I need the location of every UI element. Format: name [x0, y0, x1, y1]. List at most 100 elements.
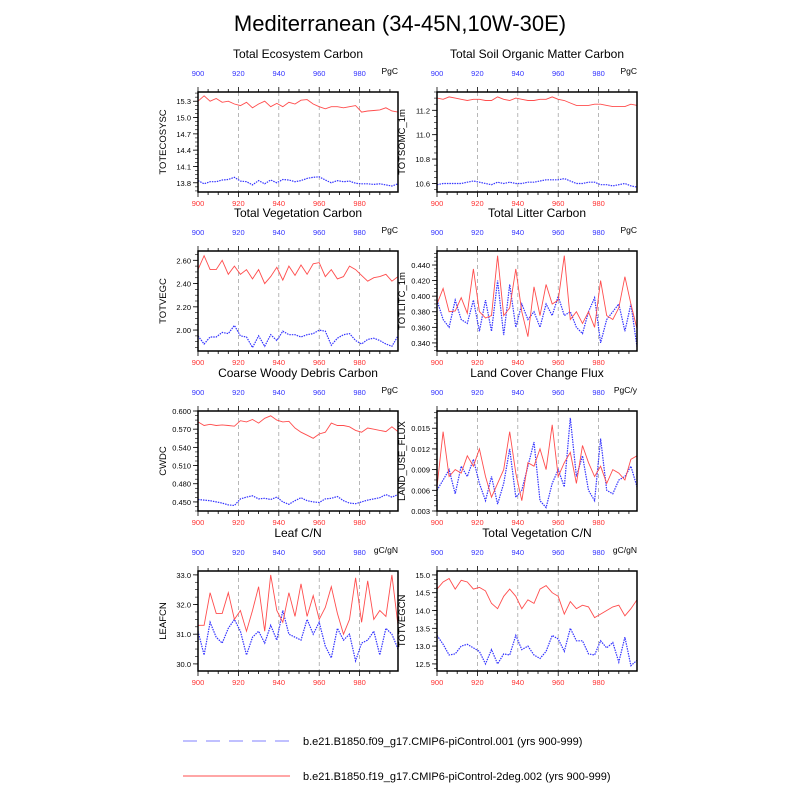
- panel-7: Leaf C/N gC/gN LEAFCN 900 900 920 920 940 940 960…: [158, 526, 399, 687]
- y-axis-label: CWDC: [158, 446, 169, 476]
- y-tick-label: 14.4: [176, 146, 191, 155]
- plot-frame: [436, 91, 638, 193]
- x-tick-label-bottom: 960: [313, 358, 326, 367]
- series-line-control-2deg-002: [198, 254, 398, 285]
- x-tick-label-top: 900: [192, 228, 205, 237]
- x-tick-label-bottom: 940: [512, 678, 525, 687]
- x-tick-label-top: 980: [592, 388, 605, 397]
- x-tick-label-top: 920: [471, 548, 484, 557]
- x-tick-label-bottom: 940: [273, 199, 286, 208]
- y-axis-label: TOTLITC_1m: [397, 272, 408, 330]
- x-tick-label-bottom: 900: [192, 678, 205, 687]
- series-line-control-001: [198, 610, 398, 664]
- panel-6: Land Cover Change Flux PgC/y LAND_USE_FLUX…: [397, 366, 638, 527]
- y-tick-label: 0.380: [411, 308, 430, 317]
- y-tick-label: 0.440: [411, 261, 430, 270]
- x-tick-label-top: 920: [232, 388, 245, 397]
- y-axis-label: TOTVEGC: [158, 278, 169, 324]
- x-tick-label-top: 980: [353, 388, 366, 397]
- x-tick-label-bottom: 920: [471, 199, 484, 208]
- y-tick-label: 14.0: [415, 607, 430, 616]
- x-tick-label-bottom: 900: [192, 199, 205, 208]
- x-tick-label-bottom: 960: [313, 678, 326, 687]
- x-tick-label-bottom: 900: [431, 678, 444, 687]
- y-tick-label: 11.0: [416, 131, 430, 140]
- series-line-control-2deg-002: [437, 96, 637, 108]
- series-line-control-001: [198, 176, 398, 187]
- y-tick-label: 10.6: [415, 179, 430, 188]
- legend-label-0: b.e21.B1850.f09_g17.CMIP6-piControl.001 …: [303, 736, 582, 748]
- y-tick-label: 0.570: [172, 425, 191, 434]
- panel-title: Total Ecosystem Carbon: [233, 47, 363, 61]
- x-tick-label-bottom: 940: [512, 358, 525, 367]
- y-tick-label: 11.2: [416, 106, 430, 115]
- x-tick-label-bottom: 920: [232, 678, 245, 687]
- x-tick-label-top: 900: [192, 548, 205, 557]
- series-line-control-2deg-002: [198, 415, 398, 439]
- x-tick-label-top: 960: [313, 388, 326, 397]
- x-tick-label-bottom: 920: [471, 678, 484, 687]
- x-tick-label-top: 900: [431, 228, 444, 237]
- plot-frame: [197, 570, 399, 672]
- x-tick-label-top: 900: [192, 388, 205, 397]
- y-tick-label: 10.8: [415, 155, 430, 164]
- x-tick-label-bottom: 900: [431, 358, 444, 367]
- series-line-control-001: [198, 493, 398, 507]
- x-tick-label-top: 940: [273, 69, 286, 78]
- y-tick-label: 2.20: [176, 303, 191, 312]
- x-tick-label-bottom: 980: [592, 518, 605, 527]
- x-tick-label-bottom: 980: [592, 678, 605, 687]
- panel-3: Total Vegetation Carbon PgC TOTVEGC 900 900 9…: [158, 206, 399, 367]
- y-tick-label: 2.60: [176, 256, 191, 265]
- y-tick-label: 2.00: [176, 326, 191, 335]
- y-tick-label: 33.0: [176, 571, 191, 580]
- x-tick-label-bottom: 900: [431, 199, 444, 208]
- plot-frame: [436, 410, 638, 512]
- y-tick-label: 0.006: [411, 486, 430, 495]
- x-tick-label-top: 940: [512, 69, 525, 78]
- x-tick-label-bottom: 980: [353, 678, 366, 687]
- y-axis-label: TOTECOSYSC: [158, 109, 169, 174]
- x-tick-label-top: 940: [512, 548, 525, 557]
- x-tick-label-top: 900: [431, 69, 444, 78]
- x-tick-label-bottom: 960: [313, 199, 326, 208]
- y-tick-label: 0.009: [411, 466, 430, 475]
- y-axis-label: TOTSOMC_1m: [397, 109, 408, 175]
- units-label: PgC/y: [614, 385, 638, 395]
- x-tick-label-bottom: 920: [232, 358, 245, 367]
- plot-frame: [197, 91, 399, 193]
- x-tick-label-bottom: 920: [232, 199, 245, 208]
- x-tick-label-bottom: 960: [552, 199, 565, 208]
- y-tick-label: 13.0: [415, 642, 430, 651]
- y-tick-label: 13.5: [415, 624, 430, 633]
- x-tick-label-bottom: 960: [313, 518, 326, 527]
- x-tick-label-bottom: 900: [192, 518, 205, 527]
- x-tick-label-top: 920: [471, 388, 484, 397]
- x-tick-label-bottom: 980: [592, 199, 605, 208]
- x-tick-label-bottom: 900: [192, 358, 205, 367]
- panel-4: Total Litter Carbon PgC TOTLITC_1m 900 900 92…: [397, 206, 638, 367]
- series-line-control-2deg-002: [198, 95, 398, 113]
- y-tick-label: 32.0: [176, 601, 191, 610]
- x-tick-label-bottom: 940: [273, 358, 286, 367]
- panel-title: Total Vegetation Carbon: [234, 206, 362, 220]
- panel-title: Total Litter Carbon: [488, 206, 586, 220]
- y-tick-label: 0.450: [172, 498, 191, 507]
- x-tick-label-bottom: 920: [471, 358, 484, 367]
- panel-title: Land Cover Change Flux: [470, 366, 603, 380]
- units-label: PgC: [381, 66, 398, 76]
- y-tick-label: 0.400: [411, 292, 430, 301]
- y-tick-label: 14.1: [176, 162, 191, 171]
- units-label: gC/gN: [613, 545, 637, 555]
- plot-frame: [197, 410, 399, 512]
- x-tick-label-top: 960: [552, 228, 565, 237]
- y-axis-label: LAND_USE_FLUX: [397, 420, 408, 500]
- y-tick-label: 15.3: [176, 97, 191, 106]
- panel-2: Total Soil Organic Matter Carbon PgC TOTSO…: [397, 47, 638, 208]
- plot-frame: [197, 250, 399, 352]
- y-tick-label: 15.0: [415, 571, 430, 580]
- panel-1: Total Ecosystem Carbon PgC TOTECOSYSC 900 90…: [158, 47, 399, 208]
- x-tick-label-top: 960: [313, 69, 326, 78]
